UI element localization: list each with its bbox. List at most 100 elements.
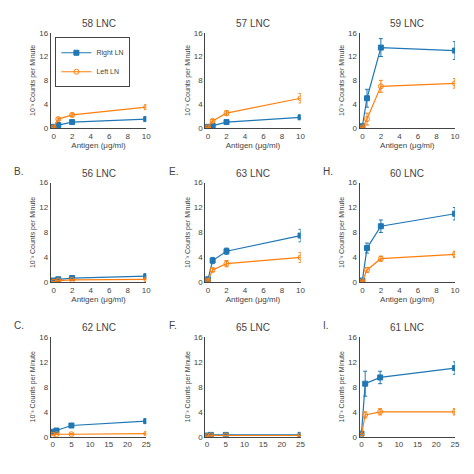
svg-text:10⁻³ Counts per Minute: 10⁻³ Counts per Minute (184, 45, 192, 116)
svg-text:E.: E. (169, 166, 178, 177)
svg-text:16: 16 (194, 333, 203, 342)
svg-text:56 LNC: 56 LNC (82, 168, 116, 179)
svg-text:16: 16 (348, 333, 357, 342)
svg-text:4: 4 (353, 408, 358, 417)
svg-text:6: 6 (107, 286, 112, 295)
svg-text:0: 0 (51, 286, 56, 295)
svg-text:0: 0 (353, 433, 358, 442)
svg-text:10: 10 (240, 440, 249, 449)
svg-text:16: 16 (39, 178, 48, 187)
svg-text:B.: B. (14, 166, 23, 177)
svg-text:0: 0 (198, 433, 203, 442)
svg-text:0: 0 (353, 278, 358, 287)
svg-text:4: 4 (198, 408, 203, 417)
svg-text:4: 4 (44, 408, 49, 417)
svg-text:10: 10 (296, 286, 305, 295)
svg-text:10⁻³ Counts per Minute: 10⁻³ Counts per Minute (338, 45, 346, 116)
svg-text:4: 4 (198, 100, 203, 109)
svg-text:12: 12 (194, 52, 203, 61)
svg-text:58 LNC: 58 LNC (82, 18, 116, 29)
svg-text:25: 25 (450, 440, 459, 449)
svg-text:12: 12 (194, 203, 203, 212)
svg-text:4: 4 (243, 132, 248, 141)
svg-text:16: 16 (39, 29, 48, 38)
svg-text:4: 4 (198, 253, 203, 262)
svg-text:12: 12 (39, 52, 48, 61)
svg-text:4: 4 (88, 132, 93, 141)
svg-text:59 LNC: 59 LNC (390, 18, 424, 29)
svg-text:8: 8 (353, 76, 358, 85)
svg-text:20: 20 (123, 440, 132, 449)
svg-text:0: 0 (51, 440, 56, 449)
svg-text:8: 8 (198, 228, 203, 237)
svg-text:8: 8 (434, 132, 439, 141)
svg-text:H.: H. (323, 166, 333, 177)
svg-text:12: 12 (348, 358, 357, 367)
svg-text:2: 2 (224, 132, 229, 141)
svg-text:0: 0 (44, 433, 49, 442)
svg-text:8: 8 (353, 228, 358, 237)
svg-text:63 LNC: 63 LNC (236, 168, 270, 179)
svg-text:10⁻³ Counts per Minute: 10⁻³ Counts per Minute (29, 351, 37, 422)
svg-text:10: 10 (296, 132, 305, 141)
svg-text:4: 4 (397, 286, 402, 295)
svg-text:0: 0 (359, 440, 364, 449)
svg-text:10⁻³ Counts per Minute: 10⁻³ Counts per Minute (184, 351, 192, 422)
svg-text:8: 8 (280, 286, 285, 295)
svg-text:10⁻³ Counts per Minute: 10⁻³ Counts per Minute (29, 197, 37, 268)
svg-text:8: 8 (44, 76, 49, 85)
svg-text:0: 0 (206, 132, 211, 141)
svg-text:4: 4 (397, 132, 402, 141)
svg-text:6: 6 (107, 132, 112, 141)
svg-text:0: 0 (353, 124, 358, 133)
svg-text:Antigen (μg/ml): Antigen (μg/ml) (71, 141, 126, 150)
svg-text:0: 0 (360, 132, 365, 141)
svg-text:8: 8 (44, 228, 49, 237)
svg-text:4: 4 (44, 253, 49, 262)
svg-text:Right LN: Right LN (96, 49, 123, 57)
svg-text:12: 12 (194, 358, 203, 367)
svg-text:8: 8 (280, 132, 285, 141)
svg-text:25: 25 (296, 440, 305, 449)
svg-text:10⁻³ Counts per Minute: 10⁻³ Counts per Minute (338, 197, 346, 268)
svg-text:0: 0 (205, 440, 210, 449)
svg-text:0: 0 (360, 286, 365, 295)
svg-text:16: 16 (194, 178, 203, 187)
svg-text:Antigen (μg/ml): Antigen (μg/ml) (226, 295, 281, 304)
svg-text:25: 25 (142, 440, 151, 449)
svg-text:2: 2 (70, 286, 75, 295)
svg-text:F.: F. (169, 320, 177, 331)
svg-text:15: 15 (413, 440, 422, 449)
svg-text:8: 8 (198, 76, 203, 85)
svg-text:Antigen (μg/ml): Antigen (μg/ml) (226, 141, 281, 150)
svg-text:0: 0 (51, 132, 56, 141)
svg-text:60 LNC: 60 LNC (390, 168, 424, 179)
svg-text:10: 10 (394, 440, 403, 449)
svg-text:Antigen (μg/ml): Antigen (μg/ml) (71, 295, 126, 304)
svg-text:20: 20 (432, 440, 441, 449)
svg-text:6: 6 (261, 132, 266, 141)
svg-text:12: 12 (348, 203, 357, 212)
svg-text:0: 0 (198, 124, 203, 133)
svg-text:6: 6 (416, 132, 421, 141)
svg-text:8: 8 (125, 286, 130, 295)
svg-text:C.: C. (14, 320, 24, 331)
svg-text:2: 2 (379, 132, 384, 141)
svg-text:20: 20 (277, 440, 286, 449)
svg-text:10: 10 (142, 132, 151, 141)
svg-text:2: 2 (224, 286, 229, 295)
svg-text:8: 8 (44, 383, 49, 392)
svg-text:8: 8 (125, 132, 130, 141)
svg-text:0: 0 (198, 278, 203, 287)
svg-text:8: 8 (434, 286, 439, 295)
svg-text:8: 8 (198, 383, 203, 392)
svg-text:15: 15 (104, 440, 113, 449)
svg-text:5: 5 (378, 440, 383, 449)
svg-text:Left LN: Left LN (96, 68, 119, 75)
svg-text:10⁻³ Counts per Minute: 10⁻³ Counts per Minute (184, 197, 192, 268)
svg-text:6: 6 (261, 286, 266, 295)
svg-text:2: 2 (70, 132, 75, 141)
svg-text:0: 0 (44, 278, 49, 287)
svg-text:16: 16 (194, 29, 203, 38)
svg-text:12: 12 (39, 358, 48, 367)
